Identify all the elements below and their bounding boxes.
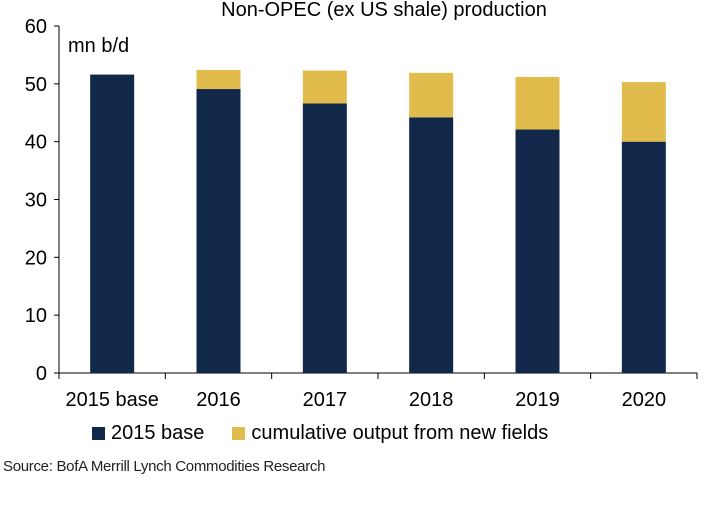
y-tick-label: 0: [36, 363, 47, 385]
legend-swatch-base: [92, 427, 105, 440]
x-tick-label: 2016: [196, 389, 241, 411]
y-tick-label: 50: [25, 74, 47, 96]
y-tick-label: 10: [25, 305, 47, 327]
bar-base-2015-base: [90, 74, 135, 373]
bars: [90, 69, 666, 373]
bar-new-fields-2019: [515, 76, 560, 130]
x-tick-label: 2020: [622, 389, 667, 411]
y-tick-label: 60: [25, 16, 47, 38]
source-note: Source: BofA Merrill Lynch Commodities R…: [3, 458, 326, 475]
x-tick-labels: 2015 base 2016 2017 2018 2019 2020: [65, 389, 666, 411]
y-tick-label: 40: [25, 132, 47, 154]
bar-new-fields-2018: [409, 72, 454, 118]
y-tick-labels: 0 10 20 30 40 50 60: [25, 16, 47, 385]
bar-base-2018: [409, 117, 454, 373]
axes: [54, 25, 698, 379]
x-tick-label: 2019: [515, 389, 560, 411]
bar-base-2019: [515, 129, 560, 373]
bar-chart: Non-OPEC (ex US shale) production mn b/d…: [25, 0, 698, 411]
y-tick-label: 30: [25, 190, 47, 212]
bar-new-fields-2016: [196, 69, 241, 90]
bar-base-2017: [302, 103, 347, 373]
chart-title: Non-OPEC (ex US shale) production: [221, 0, 547, 21]
bar-base-2016: [196, 89, 241, 373]
legend-label-base: 2015 base: [111, 422, 205, 444]
y-tick-label: 20: [25, 247, 47, 269]
legend-swatch-new-fields: [232, 427, 246, 440]
bar-new-fields-2020: [621, 82, 666, 142]
y-axis-unit-label: mn b/d: [68, 35, 129, 57]
x-tick-label: 2018: [409, 389, 454, 411]
bar-new-fields-2017: [302, 70, 347, 104]
x-tick-label: 2015 base: [65, 389, 158, 411]
legend-label-new-fields: cumulative output from new fields: [251, 422, 549, 444]
legend-item-base: 2015 base: [92, 422, 204, 445]
legend-item-new-fields: cumulative output from new fields: [232, 422, 548, 445]
bar-base-2020: [621, 141, 666, 373]
x-tick-label: 2017: [303, 389, 348, 411]
legend: 2015 base cumulative output from new fie…: [92, 422, 576, 445]
